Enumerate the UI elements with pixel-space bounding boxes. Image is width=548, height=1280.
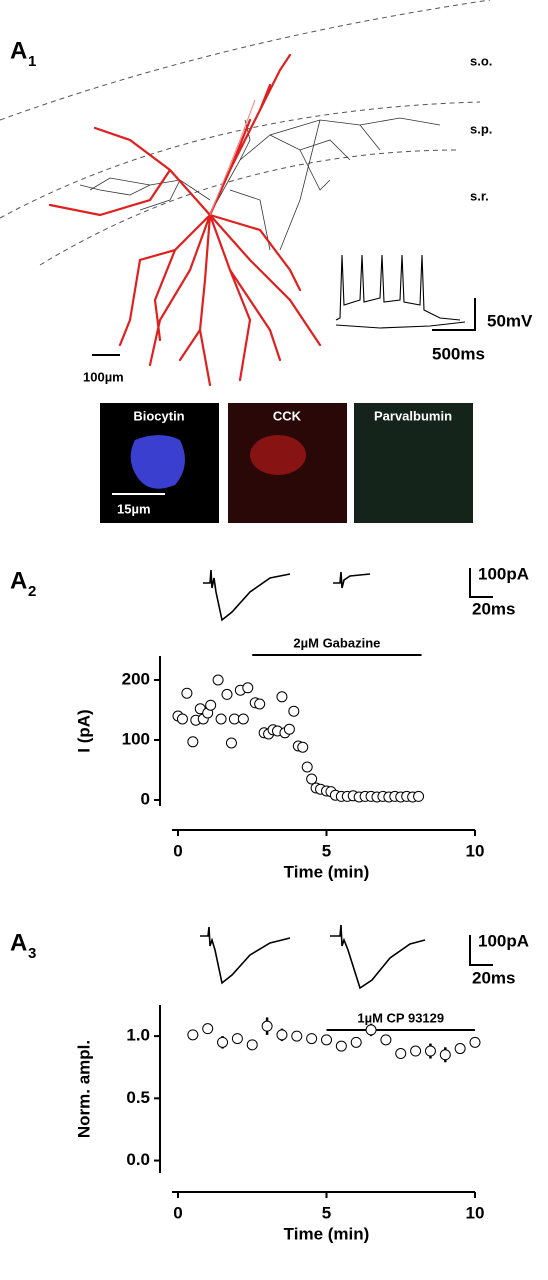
- data-point: [380, 1034, 392, 1046]
- data-point: [395, 1048, 407, 1060]
- x-axis-label: Time (min): [284, 1224, 370, 1243]
- image-label: Biocytin: [133, 408, 184, 423]
- scale-bar: [469, 568, 493, 598]
- data-point: [254, 698, 266, 710]
- scale-label: 500ms: [432, 344, 485, 363]
- current-trace: [330, 924, 426, 990]
- data-point: [321, 1034, 332, 1046]
- data-point: [187, 1029, 199, 1041]
- scale-label: 100µm: [83, 369, 124, 384]
- y-axis-label: I (pA): [74, 709, 93, 752]
- scale-bar: [432, 298, 476, 331]
- panel-letter: A: [10, 567, 27, 594]
- annotation-label: 2µM Gabazine: [293, 635, 380, 650]
- micrograph: [354, 403, 473, 523]
- x-tick-label: 10: [466, 1203, 485, 1222]
- layer-label: s.p.: [470, 121, 492, 136]
- x-axis-label: Time (min): [284, 862, 370, 881]
- y-tick-label: 100: [122, 729, 150, 748]
- image-label: CCK: [273, 408, 302, 423]
- data-point: [306, 1033, 318, 1045]
- panel-index: 2: [28, 583, 36, 600]
- x-tick-label: 10: [466, 841, 485, 860]
- data-point: [335, 1040, 347, 1052]
- x-tick-label: 0: [173, 1203, 182, 1222]
- y-tick-label: 1.0: [126, 1026, 150, 1045]
- data-point: [202, 1023, 214, 1035]
- data-point: [205, 699, 217, 711]
- scale-label: 100pA: [478, 564, 529, 583]
- data-point: [291, 1030, 303, 1042]
- data-point: [469, 1036, 481, 1048]
- data-point: [237, 713, 249, 725]
- cell-body: [130, 435, 185, 489]
- layer-label: s.r.: [470, 188, 489, 203]
- scale-label: 20ms: [472, 599, 515, 618]
- current-trace: [200, 926, 291, 985]
- annotation-label: 1µM CP 93129: [357, 1010, 444, 1025]
- data-point: [301, 761, 313, 773]
- y-axis-label: Norm. ampl.: [74, 1040, 93, 1138]
- scale-label: 100pA: [478, 931, 529, 950]
- panel-index: 1: [28, 53, 36, 70]
- voltage-trace: [335, 254, 466, 329]
- cell-body: [250, 435, 306, 475]
- scale-label: 20ms: [472, 968, 515, 987]
- data-point: [297, 741, 309, 753]
- data-point: [187, 736, 199, 748]
- data-point: [176, 713, 188, 725]
- scale-label: 50mV: [487, 311, 533, 330]
- data-point: [231, 1033, 243, 1045]
- data-point: [424, 1045, 436, 1057]
- image-label: Parvalbumin: [374, 408, 452, 423]
- axon: [79, 117, 441, 251]
- layer-boundary: [39, 149, 461, 266]
- data-point: [217, 1036, 229, 1048]
- panel-index: 3: [28, 945, 36, 962]
- y-tick-label: 0.0: [126, 1150, 150, 1169]
- x-tick-label: 5: [322, 1203, 331, 1222]
- y-tick-label: 0: [141, 789, 150, 808]
- y-tick-label: 200: [122, 669, 150, 688]
- data-point: [413, 790, 425, 802]
- y-tick-label: 0.5: [126, 1088, 150, 1107]
- scale-label: 15µm: [117, 501, 151, 516]
- data-point: [306, 773, 318, 785]
- data-point: [246, 1039, 258, 1051]
- x-tick-label: 5: [322, 841, 331, 860]
- data-point: [350, 1036, 362, 1048]
- data-point: [454, 1043, 466, 1055]
- scale-bar: [469, 935, 493, 966]
- panel-letter: A: [10, 37, 27, 64]
- data-point: [181, 687, 193, 699]
- data-point: [242, 682, 254, 694]
- data-point: [283, 723, 295, 735]
- data-point: [261, 1020, 273, 1032]
- data-point: [212, 674, 224, 686]
- data-point: [225, 737, 237, 749]
- data-point: [365, 1024, 377, 1036]
- current-trace: [333, 571, 371, 589]
- data-point: [215, 713, 227, 725]
- data-point: [439, 1049, 451, 1061]
- dendrites: [48, 53, 322, 387]
- current-trace: [203, 569, 291, 622]
- data-point: [288, 705, 300, 717]
- layer-boundary: [0, 101, 481, 219]
- layer-boundary: [0, 0, 491, 121]
- data-point: [276, 691, 288, 703]
- layer-label: s.o.: [470, 53, 492, 68]
- x-tick-label: 0: [173, 841, 182, 860]
- data-point: [221, 688, 233, 700]
- panel-letter: A: [10, 929, 27, 956]
- data-point: [410, 1045, 422, 1057]
- data-point: [276, 1029, 288, 1041]
